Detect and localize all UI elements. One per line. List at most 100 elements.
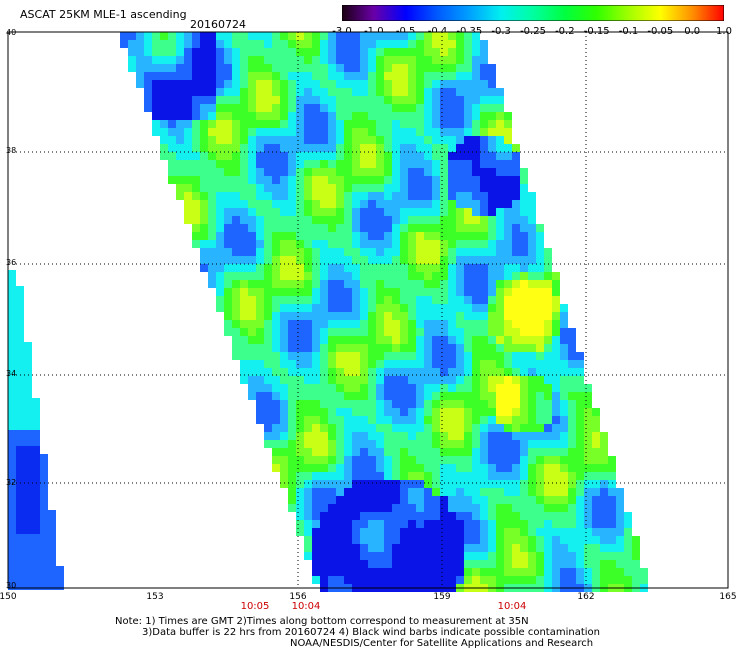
swath-cell [232,288,240,296]
swath-cell [216,216,224,224]
swath-cell [504,552,512,560]
swath-cell [488,400,496,408]
swath-cell [352,56,360,64]
swath-cell [384,128,392,136]
swath-cell [144,88,152,96]
swath-cell [152,104,160,112]
swath-cell [440,472,448,480]
swath-cell [256,240,264,248]
swath-cell [200,40,208,48]
swath-cell [296,360,304,368]
swath-cell [440,112,448,120]
swath-cell [448,56,456,64]
swath-cell [440,552,448,560]
swath-cell [336,560,344,568]
swath-cell [416,528,424,536]
swath-cell [416,320,424,328]
swath-cell [416,472,424,480]
swath-cell [328,328,336,336]
swath-cell [392,328,400,336]
swath-cell [464,80,472,88]
swath-cell [424,32,432,40]
swath-cell [584,496,592,504]
swath-cell [416,560,424,568]
swath-cell [560,360,568,368]
swath-cell [576,496,584,504]
swath-cell [24,542,32,550]
swath-cell [456,40,464,48]
swath-cell [240,128,248,136]
swath-cell [408,48,416,56]
swath-cell [256,336,264,344]
swath-cell [432,128,440,136]
swath-cell [552,504,560,512]
swath-cell [496,304,504,312]
swath-cell [240,296,248,304]
swath-cell [224,64,232,72]
swath-cell [352,384,360,392]
swath-cell [424,544,432,552]
swath-cell [488,568,496,576]
swath-cell [360,480,368,488]
swath-cell [536,464,544,472]
swath-cell [312,176,320,184]
swath-cell [320,256,328,264]
swath-cell [416,376,424,384]
swath-cell [528,544,536,552]
swath-cell [456,296,464,304]
swath-cell [408,312,416,320]
swath-cell [264,248,272,256]
swath-cell [480,160,488,168]
swath-cell [256,64,264,72]
swath-cell [152,64,160,72]
swath-cell [536,504,544,512]
swath-cell [344,80,352,88]
swath-cell [400,208,408,216]
swath-cell [520,528,528,536]
swath-cell [376,160,384,168]
swath-cell [392,544,400,552]
swath-cell [592,424,600,432]
swath-cell [328,248,336,256]
swath-cell [472,248,480,256]
swath-cell [328,504,336,512]
swath-cell [336,136,344,144]
swath-cell [336,368,344,376]
swath-cell [368,480,376,488]
swath-cell [248,56,256,64]
swath-cell [496,240,504,248]
swath-cell [456,344,464,352]
swath-cell [512,520,520,528]
swath-cell [368,120,376,128]
swath-cell [256,304,264,312]
swath-cell [352,536,360,544]
swath-cell [256,160,264,168]
swath-cell [216,288,224,296]
swath-cell [528,304,536,312]
swath-cell [432,568,440,576]
swath-cell [480,520,488,528]
swath-cell [336,200,344,208]
swath-cell [408,272,416,280]
swath-cell [464,560,472,568]
swath-cell [376,64,384,72]
swath-cell [424,416,432,424]
swath-cell [248,160,256,168]
swath-cell [456,336,464,344]
swath-cell [272,416,280,424]
swath-cell [224,280,232,288]
swath-cell [424,136,432,144]
swath-cell [320,208,328,216]
swath-cell [216,304,224,312]
swath-cell [384,168,392,176]
swath-cell [16,422,24,430]
swath-cell [336,232,344,240]
swath-cell [416,496,424,504]
swath-cell [496,152,504,160]
swath-cell [392,176,400,184]
swath-cell [232,80,240,88]
swath-cell [272,400,280,408]
swath-cell [16,350,24,358]
swath-cell [584,424,592,432]
swath-cell [240,40,248,48]
